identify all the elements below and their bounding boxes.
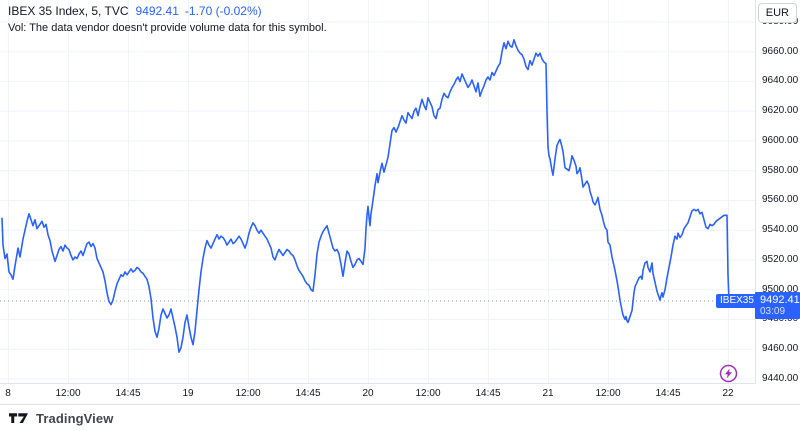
price-line-symbol-tag: IBEX35: [716, 293, 758, 308]
series-IBEX35: [1, 39, 731, 353]
tradingview-logo-icon: [9, 412, 28, 423]
time-tick-label: 12:00: [235, 388, 261, 399]
time-tick-label: 22: [722, 388, 734, 399]
time-tick-label: 12:00: [55, 388, 81, 399]
bar-countdown: 03:09: [760, 305, 786, 317]
price-tick-label: 9440.00: [762, 372, 799, 384]
price-axis[interactable]: 9440.009460.009480.009500.009520.009540.…: [755, 0, 800, 404]
footer-bar: TradingView: [0, 404, 800, 431]
time-tick-label: 20: [362, 388, 374, 399]
time-axis[interactable]: 8 12:00 14:45 19 12:00 14:45 20 12:00 14:45 21 12:…: [0, 384, 800, 404]
time-tick-label: 8: [5, 388, 11, 399]
time-tick-label: 14:45: [655, 388, 681, 399]
price-tick-label: 9560.00: [762, 194, 799, 206]
chart-pane[interactable]: IBEX 35 Index, 5, TVC 9492.41 -1.70 (-0.02…: [0, 0, 758, 384]
price-tick-label: 9520.00: [762, 253, 799, 265]
tradingview-attribution-link[interactable]: TradingView: [9, 411, 113, 426]
realtime-lightning-icon[interactable]: [719, 364, 738, 383]
tradingview-brand-text: TradingView: [36, 410, 114, 426]
price-tick-label: 9540.00: [762, 224, 799, 236]
price-tick-label: 9640.00: [762, 75, 799, 87]
price-line-chart: [0, 0, 755, 383]
time-tick-label: 14:45: [115, 388, 141, 399]
price-tick-label: 9660.00: [762, 45, 799, 57]
price-tick-label: 9460.00: [762, 343, 799, 355]
time-tick-label: 12:00: [415, 388, 441, 399]
time-tick-label: 14:45: [295, 388, 321, 399]
last-price-value: 9492.41: [760, 293, 800, 306]
time-tick-label: 21: [542, 388, 554, 399]
price-tick-label: 9620.00: [762, 105, 799, 117]
price-tick-label: 9600.00: [762, 134, 799, 146]
price-tick-label: 9500.00: [762, 283, 799, 295]
last-price-badge: 9492.41 03:09: [755, 291, 800, 319]
time-tick-label: 14:45: [475, 388, 501, 399]
time-tick-label: 12:00: [595, 388, 621, 399]
price-tick-label: 9580.00: [762, 164, 799, 176]
currency-button[interactable]: EUR: [757, 3, 797, 23]
time-tick-label: 19: [182, 388, 194, 399]
